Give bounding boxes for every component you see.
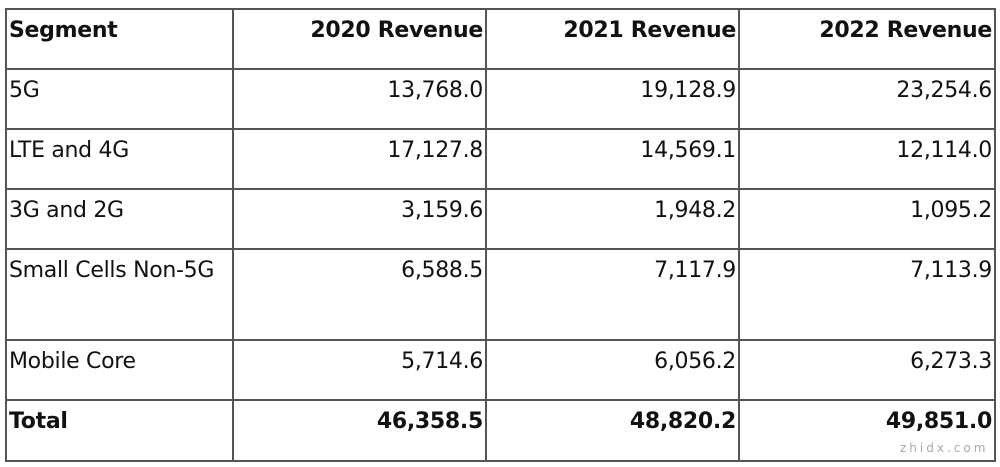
total-value: 49,851.0 [738, 399, 996, 462]
value-cell: 17,127.8 [232, 128, 487, 190]
value-cell: 19,128.9 [485, 68, 740, 130]
value-cell: 23,254.6 [738, 68, 996, 130]
value-cell: 1,095.2 [738, 188, 996, 250]
table-row: Mobile Core 5,714.6 6,056.2 6,273.3 [5, 339, 996, 401]
segment-cell: Mobile Core [5, 339, 234, 401]
value-cell: 12,114.0 [738, 128, 996, 190]
segment-cell: 3G and 2G [5, 188, 234, 250]
table-row: Small Cells Non-5G 6,588.5 7,117.9 7,113… [5, 248, 996, 341]
table-row: 5G 13,768.0 19,128.9 23,254.6 [5, 68, 996, 130]
segment-cell: LTE and 4G [5, 128, 234, 190]
value-cell: 7,113.9 [738, 248, 996, 341]
header-row: Segment 2020 Revenue 2021 Revenue 2022 R… [5, 8, 996, 70]
header-2021: 2021 Revenue [485, 8, 740, 70]
table-row: 3G and 2G 3,159.6 1,948.2 1,095.2 [5, 188, 996, 250]
header-2022: 2022 Revenue [738, 8, 996, 70]
total-value: 46,358.5 [232, 399, 487, 462]
table-row: LTE and 4G 17,127.8 14,569.1 12,114.0 [5, 128, 996, 190]
segment-cell: Small Cells Non-5G [5, 248, 234, 341]
value-cell: 14,569.1 [485, 128, 740, 190]
value-cell: 13,768.0 [232, 68, 487, 130]
header-segment: Segment [5, 8, 234, 70]
value-cell: 6,273.3 [738, 339, 996, 401]
total-label: Total [5, 399, 234, 462]
value-cell: 5,714.6 [232, 339, 487, 401]
header-2020: 2020 Revenue [232, 8, 487, 70]
revenue-table: Segment 2020 Revenue 2021 Revenue 2022 R… [5, 8, 996, 462]
value-cell: 6,056.2 [485, 339, 740, 401]
segment-cell: 5G [5, 68, 234, 130]
value-cell: 3,159.6 [232, 188, 487, 250]
value-cell: 7,117.9 [485, 248, 740, 341]
value-cell: 1,948.2 [485, 188, 740, 250]
value-cell: 6,588.5 [232, 248, 487, 341]
total-value: 48,820.2 [485, 399, 740, 462]
total-row: Total 46,358.5 48,820.2 49,851.0 [5, 399, 996, 462]
